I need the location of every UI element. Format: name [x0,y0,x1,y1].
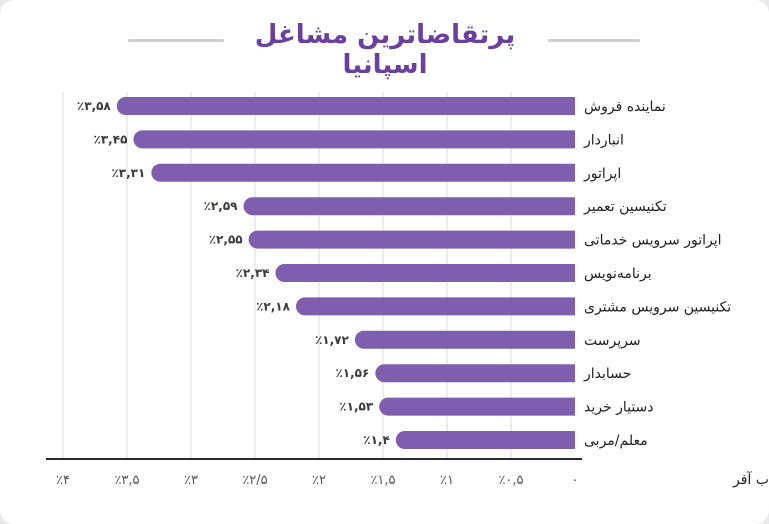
value-label: ٪۲,۳۴ [236,266,270,280]
x-tick-label: ٪۰,۵ [498,473,523,488]
category-label: حسابدار [583,366,631,382]
category-label: تکنیسین سرویس مشتری [584,299,731,315]
value-label: ٪۱,۵۳ [339,400,374,414]
bar [133,130,575,149]
bar [243,197,576,216]
bar [379,397,575,416]
value-label: ٪۳,۴۵ [94,132,128,146]
title-area: پرتقاضاترین مشاغل اسپانیا [0,14,769,80]
x-tick-label: ٪۴ [56,473,70,488]
category-label: دستیار خرید [584,400,654,416]
x-axis-title: امکان دریافت جاب آفر [732,471,769,488]
category-label: معلم/مربی [584,433,648,449]
value-label: ٪۲,۵۹ [204,199,239,213]
x-tick-label: ٪۲/۵ [242,473,267,488]
category-label: سرپرست [584,333,641,349]
x-tick-label: ٪۱ [440,473,454,488]
bar [354,330,575,349]
category-label: نماینده فروش [584,99,666,115]
bar [375,364,575,383]
x-tick-label: ۰ [572,473,579,488]
bar [248,230,575,249]
bar [275,264,575,282]
category-label: تکنیسین تعمیر [583,199,667,215]
value-label: ٪۲,۱۸ [256,299,291,313]
value-label: ٪۱,۵۶ [335,366,369,380]
value-label: ٪۱,۴ [363,433,390,447]
chart-title: پرتقاضاترین مشاغل اسپانیا [254,20,516,80]
category-label: اپراتور سرویس خدماتی [584,233,721,249]
value-label: ٪۳,۵۸ [77,99,112,113]
x-tick-label: ٪۱,۵ [370,473,395,488]
bar [295,297,575,316]
value-label: ٪۳,۳۱ [111,166,145,180]
bar [116,97,575,115]
x-tick-label: ٪۲ [312,473,326,488]
bar [395,431,575,449]
bar [151,163,575,182]
value-label: ٪۱,۷۲ [315,333,350,347]
category-label: برنامه‌نویس [584,266,652,282]
x-tick-label: ٪۳ [184,473,198,488]
title-decor-line-left [128,39,224,42]
category-label: اپراتور [583,166,621,182]
title-decor-line-right [548,39,640,42]
value-label: ٪۲,۵۵ [209,233,243,247]
category-label: انباردار [583,132,624,148]
x-tick-label: ٪۳,۵ [114,473,139,488]
